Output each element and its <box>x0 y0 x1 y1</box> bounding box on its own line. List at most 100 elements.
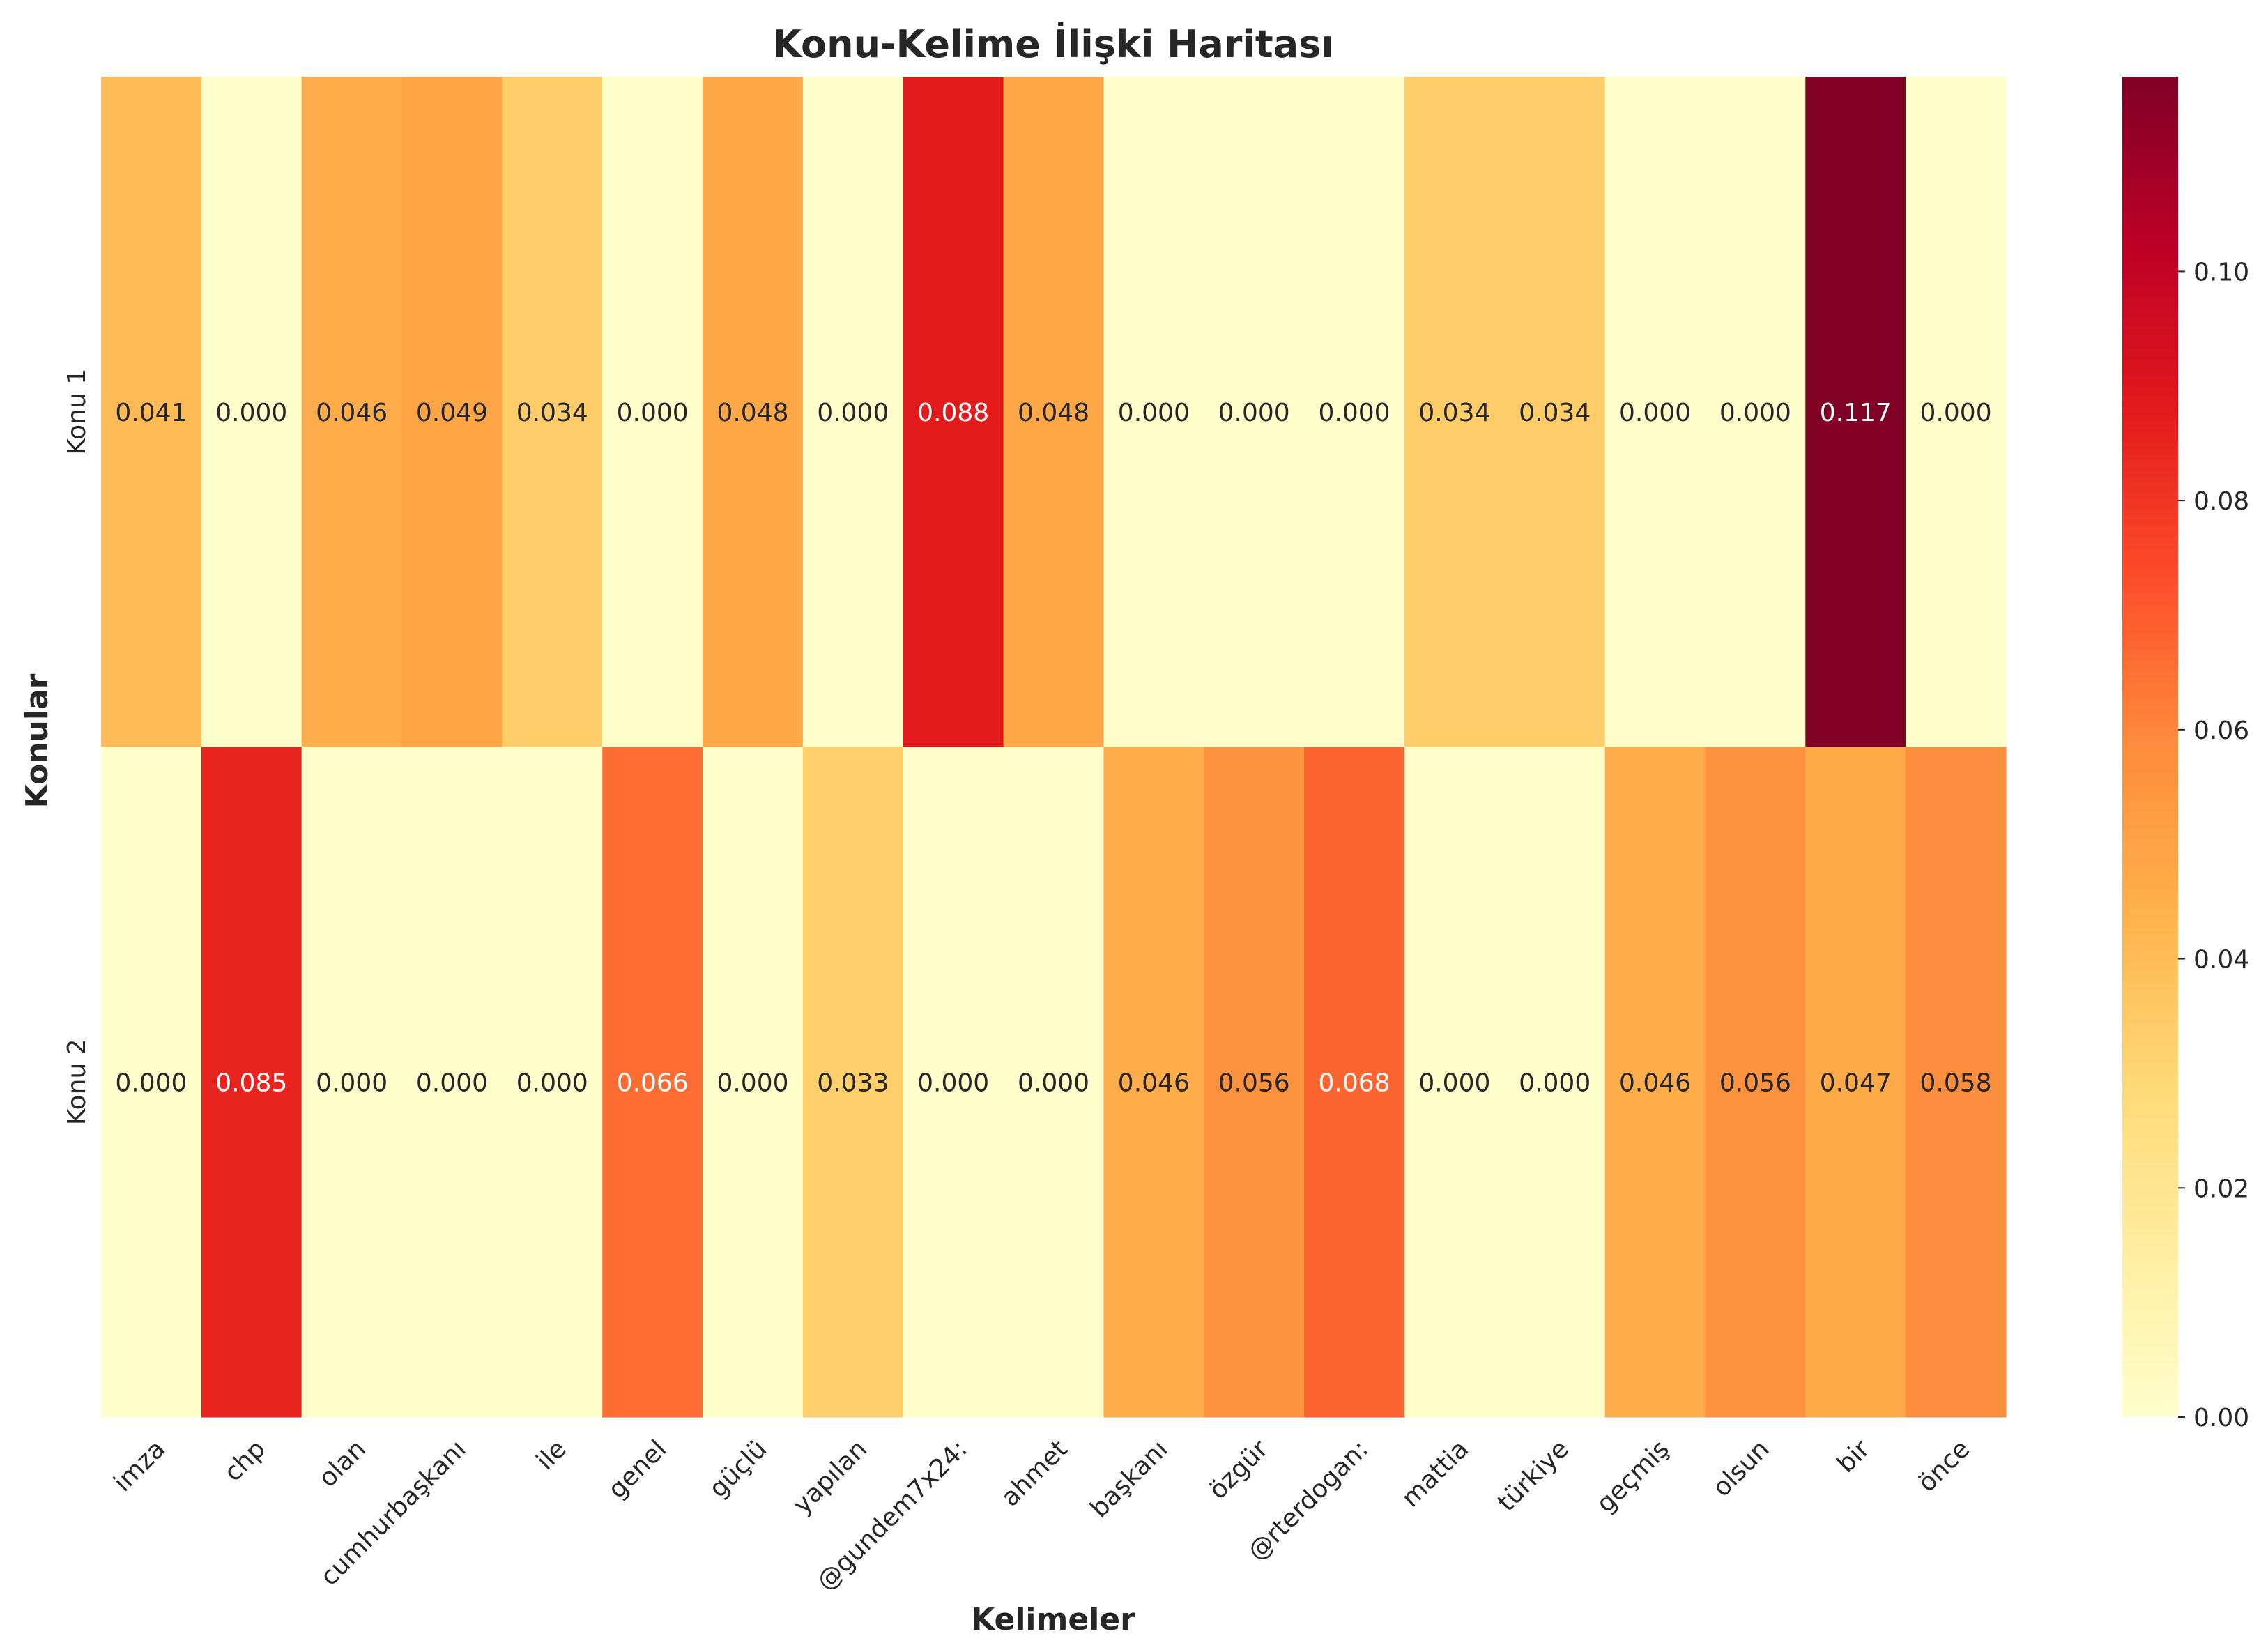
x-tick-label: geçmiş <box>1591 1435 1675 1518</box>
heatmap-cell <box>201 747 302 1418</box>
cell-value-label: 0.046 <box>1118 1069 1190 1097</box>
heatmap-cell <box>1204 747 1305 1418</box>
heatmap-cell <box>1404 747 1505 1418</box>
y-tick-labels: Konu 1 Konu 2 <box>63 369 91 1125</box>
cell-value-label: 0.085 <box>215 1069 287 1097</box>
heatmap-cell <box>502 77 603 748</box>
x-tick-label: olsun <box>1708 1435 1775 1502</box>
cell-value-label: 0.000 <box>1418 1069 1490 1097</box>
heatmap-cells <box>101 77 2007 1418</box>
cell-value-label: 0.000 <box>917 1069 989 1097</box>
cell-value-label: 0.056 <box>1218 1069 1290 1097</box>
heatmap-cell <box>201 77 302 748</box>
heatmap-cell <box>1304 747 1405 1418</box>
cell-value-label: 0.000 <box>617 399 689 427</box>
heatmap-cell <box>502 747 603 1418</box>
x-tick-label: genel <box>603 1435 673 1504</box>
cell-value-label: 0.088 <box>917 399 989 427</box>
y-tick-label: Konu 1 <box>63 369 91 455</box>
y-tick-label: Konu 2 <box>63 1039 91 1125</box>
heatmap-cell <box>1805 77 1906 748</box>
heatmap-cell <box>802 77 904 748</box>
heatmap-cell <box>301 77 403 748</box>
heatmap-cell <box>602 77 703 748</box>
heatmap-cell <box>1103 77 1204 748</box>
x-tick-label: bir <box>1832 1435 1876 1478</box>
x-tick-label: chp <box>219 1435 271 1487</box>
colorbar: 0.00 0.02 0.04 0.06 0.08 0.10 <box>2122 77 2249 1432</box>
x-tick-label: önce <box>1913 1435 1975 1497</box>
cell-value-label: 0.034 <box>1418 399 1490 427</box>
heatmap-cell <box>602 747 703 1418</box>
colorbar-tick-label: 0.08 <box>2193 487 2249 516</box>
cell-value-label: 0.000 <box>516 1069 588 1097</box>
colorbar-tick-label: 0.04 <box>2193 946 2249 974</box>
x-tick-label: mattia <box>1396 1435 1474 1513</box>
heatmap-cell <box>903 747 1004 1418</box>
cell-value-label: 0.047 <box>1820 1069 1892 1097</box>
heatmap-cell <box>1003 747 1105 1418</box>
cell-value-label: 0.000 <box>1318 399 1390 427</box>
cell-value-label: 0.049 <box>416 399 488 427</box>
colorbar-tick-label: 0.02 <box>2193 1175 2249 1203</box>
heatmap-cell <box>1705 77 1806 748</box>
x-tick-label: imza <box>108 1435 171 1497</box>
heatmap-cell <box>101 747 202 1418</box>
heatmap-cell <box>1504 747 1606 1418</box>
heatmap-cell <box>301 747 403 1418</box>
heatmap-cell <box>1504 77 1606 748</box>
cell-value-labels: 0.041 0.000 0.046 0.049 0.034 0.000 0.048 0.000… <box>115 399 1991 1098</box>
cell-value-label: 0.000 <box>1118 399 1190 427</box>
colorbar-tick-label: 0.06 <box>2193 717 2249 745</box>
heatmap-cell <box>1906 747 2007 1418</box>
heatmap-cell <box>703 747 804 1418</box>
cell-value-label: 0.000 <box>115 1069 187 1097</box>
cell-value-label: 0.058 <box>1920 1069 1992 1097</box>
cell-value-label: 0.117 <box>1820 399 1892 427</box>
cell-value-label: 0.000 <box>215 399 287 427</box>
cell-value-label: 0.048 <box>717 399 788 427</box>
cell-value-label: 0.000 <box>1018 1069 1089 1097</box>
cell-value-label: 0.000 <box>1619 399 1691 427</box>
x-tick-label: özgür <box>1204 1435 1274 1505</box>
heatmap-cell <box>1103 747 1204 1418</box>
cell-value-label: 0.000 <box>1218 399 1290 427</box>
chart-title: Konu-Kelime İlişki Haritası <box>772 22 1334 66</box>
cell-value-label: 0.048 <box>1018 399 1089 427</box>
cell-value-label: 0.000 <box>416 1069 488 1097</box>
x-tick-label: olan <box>314 1435 371 1492</box>
x-tick-label: türkiye <box>1492 1435 1574 1517</box>
heatmap-cell <box>1404 77 1505 748</box>
colorbar-tick-label: 0.10 <box>2193 258 2249 286</box>
cell-value-label: 0.034 <box>1519 399 1591 427</box>
heatmap-cell <box>1805 747 1906 1418</box>
cell-value-label: 0.000 <box>817 399 889 427</box>
cell-value-label: 0.056 <box>1719 1069 1791 1097</box>
x-tick-label: güçlü <box>704 1435 772 1503</box>
heatmap-cell <box>401 747 503 1418</box>
cell-value-label: 0.000 <box>717 1069 788 1097</box>
cell-value-label: 0.034 <box>516 399 588 427</box>
heatmap-cell <box>1604 747 1706 1418</box>
cell-value-label: 0.066 <box>617 1069 689 1097</box>
cell-value-label: 0.068 <box>1318 1069 1390 1097</box>
cell-value-label: 0.046 <box>1619 1069 1691 1097</box>
cell-value-label: 0.041 <box>115 399 187 427</box>
heatmap-cell <box>1705 747 1806 1418</box>
heatmap-cell <box>101 77 202 748</box>
colorbar-tick-label: 0.00 <box>2193 1404 2249 1432</box>
x-tick-label: yapılan <box>788 1435 873 1520</box>
heatmap-cell <box>703 77 804 748</box>
cell-value-label: 0.000 <box>316 1069 388 1097</box>
x-tick-label: başkanı <box>1085 1435 1174 1523</box>
x-axis-label: Kelimeler <box>971 1602 1135 1637</box>
heatmap-cell <box>1604 77 1706 748</box>
heatmap-cell <box>1304 77 1405 748</box>
cell-value-label: 0.000 <box>1519 1069 1591 1097</box>
cell-value-label: 0.000 <box>1920 399 1992 427</box>
cell-value-label: 0.000 <box>1719 399 1791 427</box>
heatmap-cell <box>1003 77 1105 748</box>
y-axis-label: Konular <box>20 673 55 808</box>
